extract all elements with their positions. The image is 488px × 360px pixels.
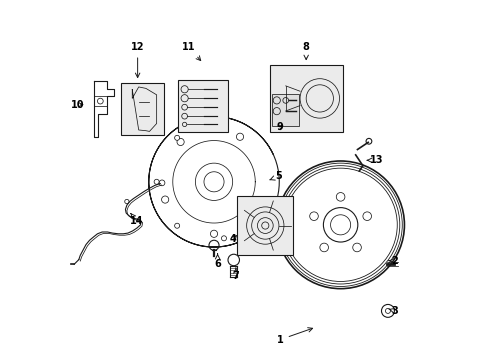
Text: 1: 1 xyxy=(276,328,312,345)
Circle shape xyxy=(154,179,159,184)
Text: 6: 6 xyxy=(214,254,221,269)
Circle shape xyxy=(221,123,226,128)
Bar xyxy=(178,80,228,132)
Circle shape xyxy=(174,223,179,228)
Text: 9: 9 xyxy=(276,122,283,132)
Text: 13: 13 xyxy=(366,155,383,165)
Text: 5: 5 xyxy=(269,171,282,181)
Text: 12: 12 xyxy=(131,42,144,77)
Bar xyxy=(269,65,343,132)
Text: 11: 11 xyxy=(182,42,200,60)
Text: 2: 2 xyxy=(388,256,398,266)
Text: 7: 7 xyxy=(232,268,239,281)
Text: 10: 10 xyxy=(71,100,84,110)
Text: 4: 4 xyxy=(229,234,236,244)
Bar xyxy=(272,94,299,126)
Text: 14: 14 xyxy=(130,213,143,226)
Circle shape xyxy=(221,236,226,241)
Bar xyxy=(121,83,163,135)
Text: 8: 8 xyxy=(302,42,309,60)
Text: 3: 3 xyxy=(388,306,398,316)
Circle shape xyxy=(174,135,179,140)
Bar xyxy=(237,196,292,255)
